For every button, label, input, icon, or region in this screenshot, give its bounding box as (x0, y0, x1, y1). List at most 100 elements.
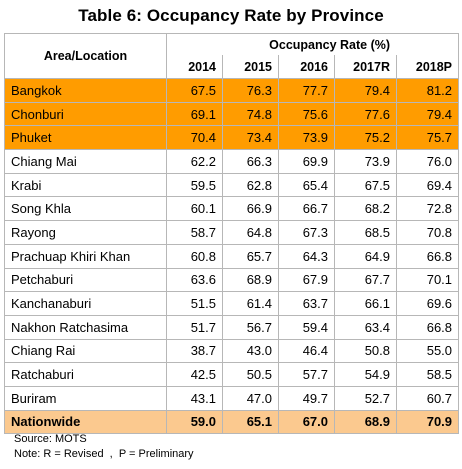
table-row: Prachuap Khiri Khan 60.8 65.7 64.3 64.9 66.8 (4, 243, 460, 269)
table-row: Chiang Mai 62.2 66.3 69.9 73.9 76.0 (4, 149, 460, 174)
occupancy-value-cell: 63.4 (334, 314, 397, 340)
occupancy-value-cell: 50.5 (222, 362, 279, 387)
province-name-cell: Chiang Mai (4, 149, 167, 174)
table-row: Chiang Rai 38.7 43.0 46.4 50.8 55.0 (4, 338, 460, 364)
occupancy-value-cell: 69.4 (395, 172, 460, 198)
occupancy-value-cell: 59.4 (278, 314, 335, 340)
table-row: Krabi 59.5 62.8 65.4 67.5 69.4 (4, 172, 460, 198)
occupancy-value-cell: 54.9 (334, 362, 397, 387)
occupancy-value-cell: 69.9 (278, 149, 335, 174)
province-name-cell: Nationwide (4, 409, 167, 435)
occupancy-value-cell: 79.4 (395, 101, 460, 127)
province-name-cell: Krabi (4, 172, 167, 198)
occupancy-value-cell: 58.5 (395, 362, 460, 387)
table-notes: Source: MOTS Note: R = Revised , P = Pre… (14, 432, 194, 462)
province-name-cell: Rayong (4, 220, 167, 245)
table-row: Phuket 70.4 73.4 73.9 75.2 75.7 (4, 125, 460, 151)
occupancy-value-cell: 72.8 (395, 196, 460, 222)
occupancy-value-cell: 69.6 (395, 291, 460, 316)
occupancy-value-cell: 68.9 (334, 409, 397, 435)
occupancy-value-cell: 77.6 (334, 101, 397, 127)
occupancy-value-cell: 49.7 (278, 385, 335, 411)
province-name-cell: Chiang Rai (4, 338, 167, 364)
table-title: Table 6: Occupancy Rate by Province (78, 6, 384, 25)
occupancy-value-cell: 55.0 (395, 338, 460, 364)
occupancy-value-cell: 77.7 (278, 78, 335, 103)
occupancy-value-cell: 76.0 (395, 149, 460, 174)
occupancy-value-cell: 73.9 (334, 149, 397, 174)
province-name-cell: Ratchaburi (4, 362, 167, 387)
occupancy-value-cell: 60.1 (166, 196, 223, 222)
occupancy-value-cell: 51.5 (166, 291, 223, 316)
occupancy-value-cell: 67.9 (278, 267, 335, 293)
occupancy-value-cell: 67.0 (278, 409, 335, 435)
occupancy-value-cell: 63.6 (166, 267, 223, 293)
occupancy-value-cell: 66.8 (395, 243, 460, 269)
table-row: Ratchaburi 42.5 50.5 57.7 54.9 58.5 (4, 362, 460, 387)
occupancy-value-cell: 69.1 (166, 101, 223, 127)
table-row: Bangkok 67.5 76.3 77.7 79.4 81.2 (4, 78, 460, 103)
occupancy-value-cell: 56.7 (222, 314, 279, 340)
occupancy-value-cell: 75.6 (278, 101, 335, 127)
occupancy-value-cell: 76.3 (222, 78, 279, 103)
occupancy-value-cell: 61.4 (222, 291, 279, 316)
province-name-cell: Buriram (4, 385, 167, 411)
occupancy-value-cell: 38.7 (166, 338, 223, 364)
occupancy-value-cell: 62.2 (166, 149, 223, 174)
province-name-cell: Phuket (4, 125, 167, 151)
occupancy-value-cell: 75.2 (334, 125, 397, 151)
table-row: Buriram 43.1 47.0 49.7 52.7 60.7 (4, 385, 460, 411)
occupancy-value-cell: 70.1 (395, 267, 460, 293)
column-header-year: 2015 (222, 55, 279, 80)
occupancy-value-cell: 75.7 (395, 125, 460, 151)
occupancy-value-cell: 51.7 (166, 314, 223, 340)
table-row: Rayong 58.7 64.8 67.3 68.5 70.8 (4, 220, 460, 245)
occupancy-value-cell: 58.7 (166, 220, 223, 245)
occupancy-value-cell: 67.3 (278, 220, 335, 245)
occupancy-value-cell: 60.8 (166, 243, 223, 269)
occupancy-value-cell: 66.1 (334, 291, 397, 316)
province-name-cell: Kanchanaburi (4, 291, 167, 316)
occupancy-value-cell: 42.5 (166, 362, 223, 387)
occupancy-value-cell: 68.2 (334, 196, 397, 222)
table-row: Nakhon Ratchasima 51.7 56.7 59.4 63.4 66.8 (4, 314, 460, 340)
occupancy-value-cell: 67.5 (166, 78, 223, 103)
occupancy-value-cell: 46.4 (278, 338, 335, 364)
province-name-cell: Bangkok (4, 78, 167, 103)
occupancy-value-cell: 52.7 (334, 385, 397, 411)
occupancy-value-cell: 73.9 (278, 125, 335, 151)
occupancy-value-cell: 59.5 (166, 172, 223, 198)
column-header-year: 2014 (166, 55, 223, 80)
province-name-cell: Nakhon Ratchasima (4, 314, 167, 340)
source-note: Source: MOTS (14, 433, 87, 445)
legend-note: Note: R = Revised , P = Preliminary (14, 448, 194, 460)
occupancy-value-cell: 43.1 (166, 385, 223, 411)
occupancy-value-cell: 70.9 (395, 409, 460, 435)
occupancy-value-cell: 73.4 (222, 125, 279, 151)
column-header-year: 2018P (395, 55, 460, 80)
occupancy-value-cell: 70.4 (166, 125, 223, 151)
occupancy-value-cell: 66.8 (395, 314, 460, 340)
occupancy-value-cell: 66.9 (222, 196, 279, 222)
province-name-cell: Petchaburi (4, 267, 167, 293)
occupancy-value-cell: 62.8 (222, 172, 279, 198)
occupancy-value-cell: 64.3 (278, 243, 335, 269)
province-name-cell: Song Khla (4, 196, 167, 222)
occupancy-value-cell: 63.7 (278, 291, 335, 316)
occupancy-value-cell: 68.9 (222, 267, 279, 293)
occupancy-value-cell: 47.0 (222, 385, 279, 411)
occupancy-value-cell: 60.7 (395, 385, 460, 411)
column-header-year: 2016 (278, 55, 335, 80)
table-row-total: Nationwide 59.0 65.1 67.0 68.9 70.9 (4, 409, 460, 435)
occupancy-value-cell: 70.8 (395, 220, 460, 245)
column-group-header: Occupancy Rate (%) (165, 33, 460, 56)
occupancy-value-cell: 66.3 (222, 149, 279, 174)
occupancy-value-cell: 68.5 (334, 220, 397, 245)
occupancy-value-cell: 59.0 (166, 409, 223, 435)
occupancy-value-cell: 43.0 (222, 338, 279, 364)
table-row: Petchaburi 63.6 68.9 67.9 67.7 70.1 (4, 267, 460, 293)
province-name-cell: Prachuap Khiri Khan (4, 243, 167, 269)
occupancy-value-cell: 65.4 (278, 172, 335, 198)
occupancy-value-cell: 74.8 (222, 101, 279, 127)
occupancy-value-cell: 81.2 (395, 78, 460, 103)
